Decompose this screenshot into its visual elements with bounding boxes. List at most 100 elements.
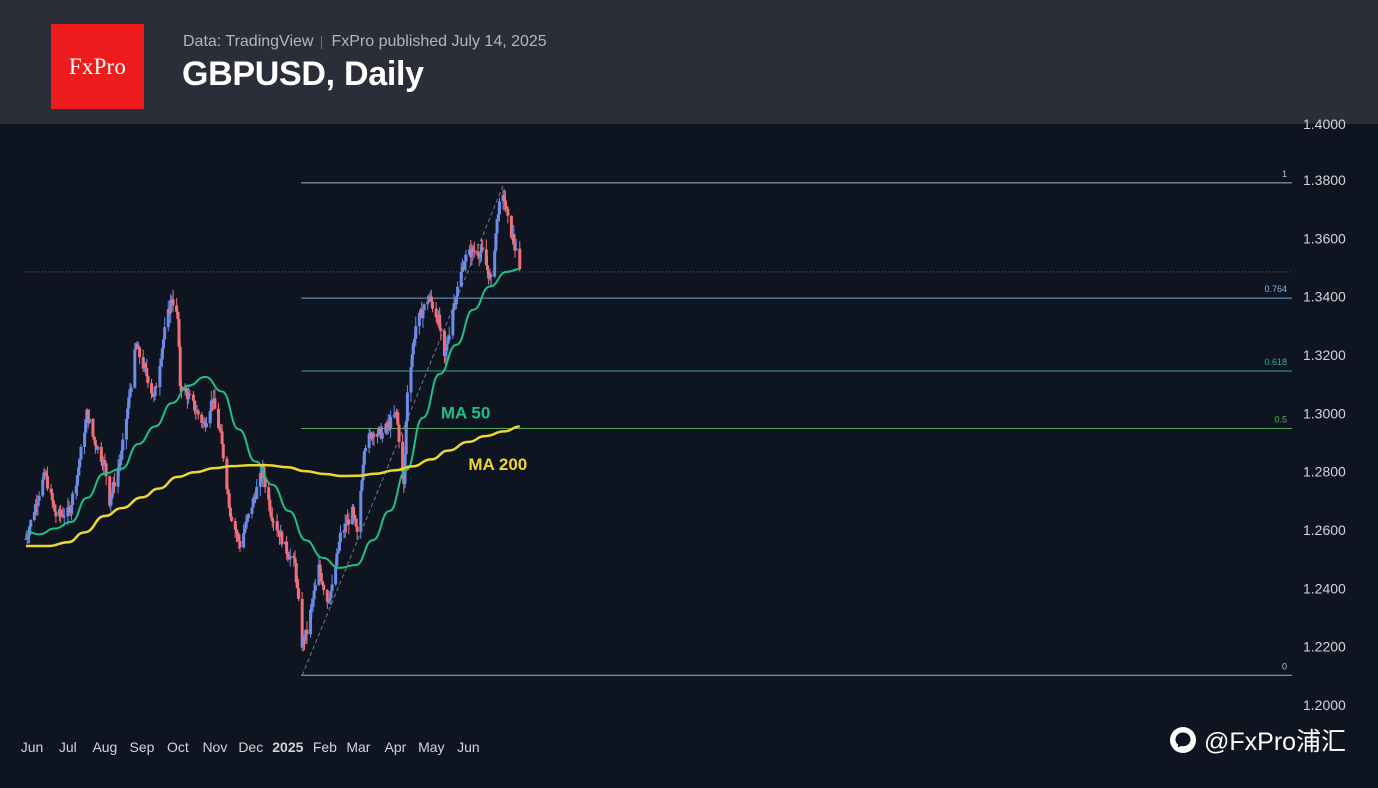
candle-body bbox=[487, 270, 491, 279]
candle bbox=[355, 518, 359, 540]
candle-body bbox=[59, 509, 63, 515]
candle-body bbox=[301, 637, 305, 648]
candle-body bbox=[187, 393, 191, 400]
candle bbox=[484, 239, 488, 266]
candle-body bbox=[359, 490, 363, 532]
candle-body bbox=[184, 388, 188, 392]
candle-body bbox=[321, 581, 325, 585]
candle-body bbox=[434, 308, 438, 318]
candle-body bbox=[355, 526, 359, 532]
candle-body bbox=[401, 441, 405, 472]
candle-body bbox=[228, 507, 232, 517]
candle-body bbox=[463, 261, 467, 270]
candle-body bbox=[169, 299, 173, 314]
fib-level-label: 0.764 bbox=[1264, 284, 1287, 294]
candle bbox=[200, 412, 204, 429]
candle-body bbox=[66, 507, 70, 517]
candle bbox=[41, 476, 45, 498]
candle bbox=[478, 244, 482, 264]
candle bbox=[454, 294, 458, 310]
candle-body bbox=[128, 391, 132, 398]
candle-body bbox=[144, 363, 148, 369]
candle-body bbox=[392, 414, 396, 417]
candle-body bbox=[472, 250, 476, 252]
candle-body bbox=[263, 478, 267, 488]
candle bbox=[325, 589, 329, 609]
candle-body bbox=[427, 296, 431, 302]
candle bbox=[205, 416, 209, 429]
candle bbox=[220, 424, 224, 445]
candle bbox=[411, 340, 415, 360]
candle-body bbox=[200, 414, 204, 423]
candle-body bbox=[480, 247, 484, 253]
candle bbox=[213, 389, 217, 409]
candle bbox=[497, 197, 501, 222]
candle bbox=[359, 485, 363, 539]
candle-body bbox=[96, 446, 100, 450]
candle-body bbox=[154, 386, 158, 388]
candle-body bbox=[377, 428, 381, 434]
candle-body bbox=[275, 521, 279, 531]
y-tick-label: 1.2200 bbox=[1303, 639, 1346, 655]
data-source-text: Data: TradingView bbox=[183, 33, 314, 50]
candle bbox=[245, 517, 249, 527]
candle-body bbox=[484, 249, 488, 266]
candle-body bbox=[160, 348, 164, 360]
y-axis: 1.2000 1.2200 1.2400 1.2600 1.2800 1.3000 1.32… bbox=[1303, 116, 1346, 713]
candle-body bbox=[179, 386, 183, 391]
candle-body bbox=[372, 433, 376, 437]
candle bbox=[354, 517, 358, 528]
candle bbox=[79, 444, 83, 460]
candle-body bbox=[486, 265, 490, 271]
candle bbox=[347, 512, 351, 535]
candle bbox=[271, 518, 275, 531]
candle-body bbox=[92, 436, 96, 440]
candle-body bbox=[305, 629, 309, 635]
candle-body bbox=[329, 591, 333, 599]
candle-body bbox=[456, 286, 460, 297]
candle-body bbox=[360, 480, 364, 491]
candle bbox=[50, 488, 54, 509]
candle-body bbox=[342, 530, 346, 533]
candle-body bbox=[37, 495, 41, 501]
candle-body bbox=[86, 409, 90, 423]
candle bbox=[464, 249, 468, 272]
candle-body bbox=[328, 598, 332, 601]
plot-area: 1 0.764 0.618 0.5 0 MA 50 MA 200 bbox=[24, 169, 1292, 676]
candle-body bbox=[138, 347, 142, 358]
candle-body bbox=[36, 500, 40, 506]
candle-body bbox=[208, 411, 212, 424]
candle bbox=[431, 299, 435, 313]
candle-body bbox=[152, 395, 156, 397]
candle-body bbox=[93, 439, 97, 446]
candle bbox=[275, 513, 279, 537]
candle bbox=[244, 514, 248, 531]
candle bbox=[480, 238, 484, 262]
candle bbox=[193, 400, 197, 415]
candle bbox=[24, 533, 28, 541]
candles bbox=[24, 189, 522, 652]
candle-body bbox=[127, 397, 131, 409]
candle-body bbox=[121, 439, 125, 451]
candle bbox=[75, 474, 79, 496]
x-tick-label: 2025 bbox=[272, 739, 303, 755]
logo-text: FxPro bbox=[68, 53, 127, 79]
fib-level-label: 1 bbox=[1282, 169, 1287, 179]
candle-body bbox=[495, 219, 499, 234]
candle-body bbox=[69, 504, 73, 513]
candle-body bbox=[414, 326, 418, 339]
candle-body bbox=[343, 523, 347, 531]
candle-body bbox=[61, 514, 65, 517]
candle-body bbox=[49, 488, 53, 493]
candle-body bbox=[53, 504, 57, 512]
candle-body bbox=[221, 444, 225, 459]
candle-body bbox=[309, 609, 313, 635]
candle bbox=[380, 426, 384, 443]
fxpro-logo: FxPro bbox=[51, 24, 144, 109]
candle bbox=[250, 507, 254, 519]
candle-body bbox=[464, 254, 468, 262]
candle-body bbox=[410, 354, 414, 368]
candle-body bbox=[120, 450, 124, 460]
candle-body bbox=[193, 400, 197, 411]
